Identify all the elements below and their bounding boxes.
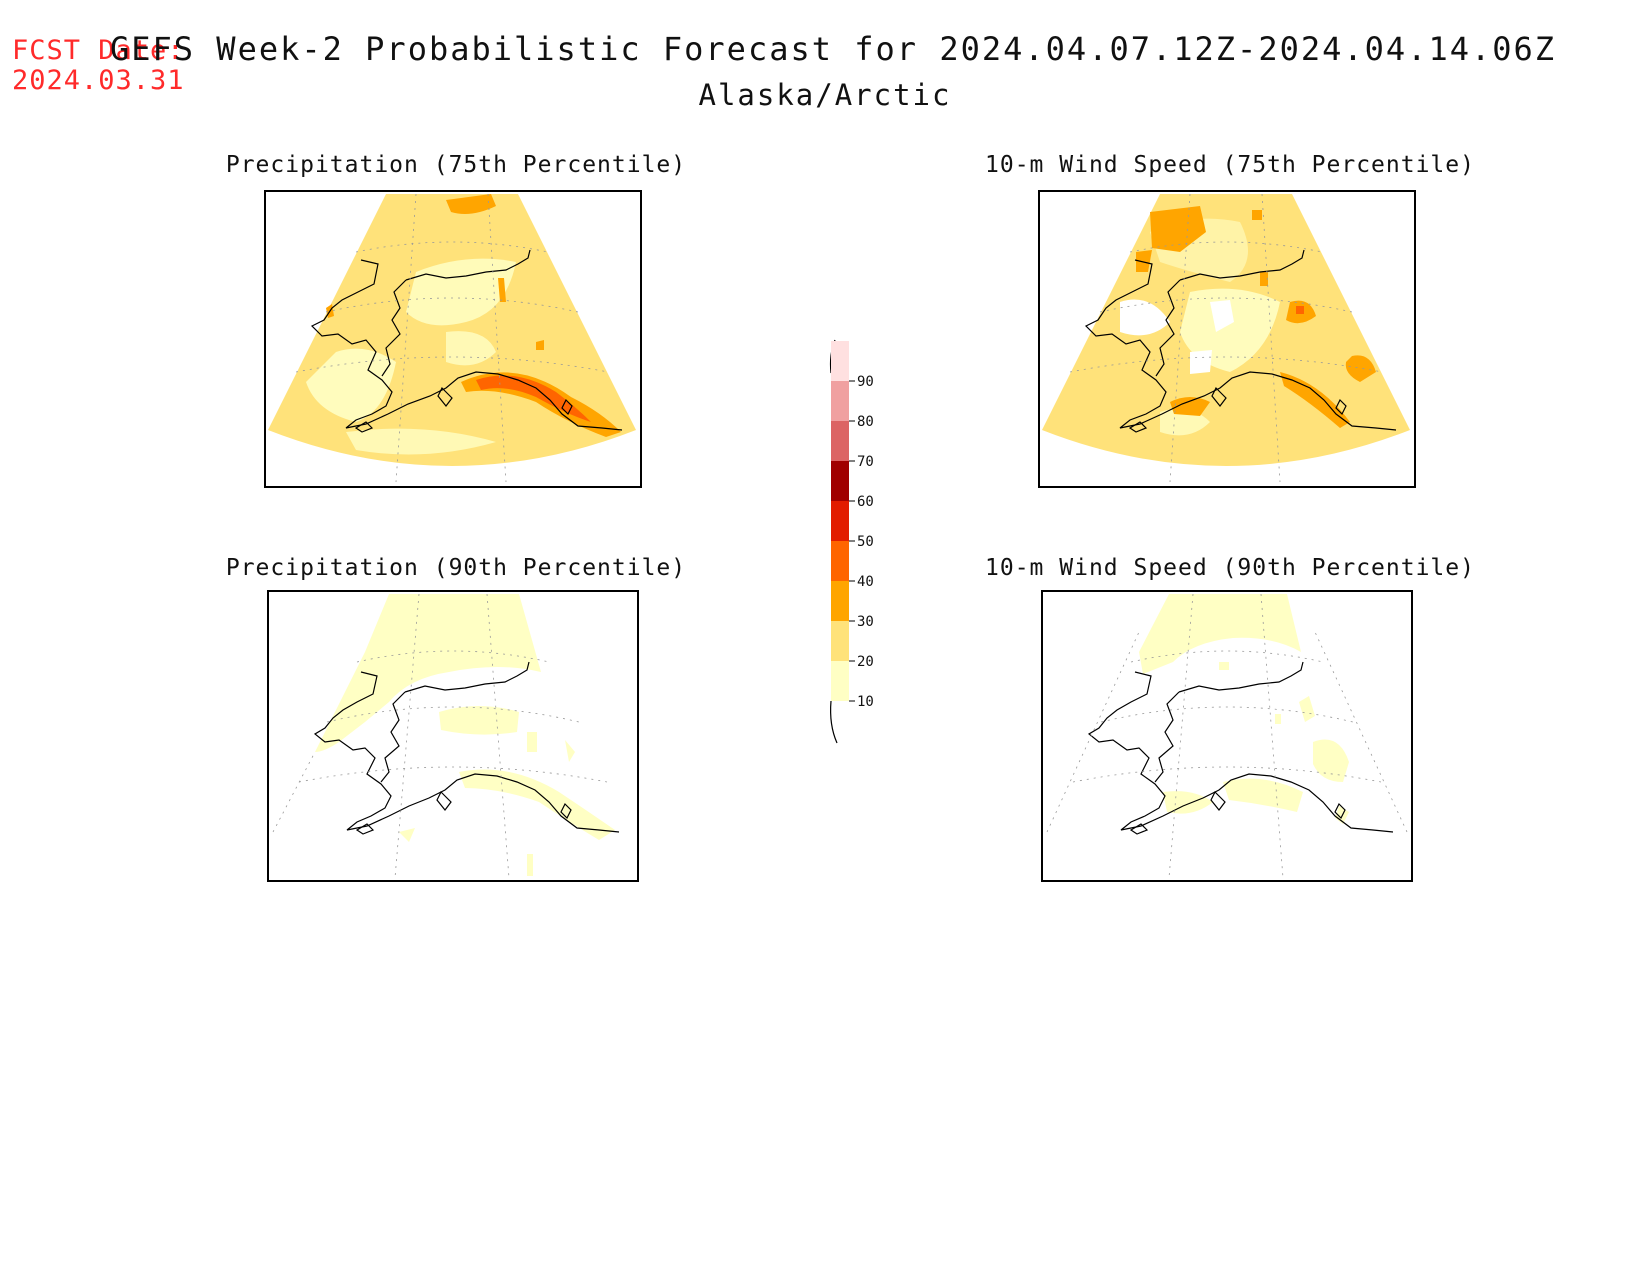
- map-wind-90: [1041, 590, 1413, 882]
- map-precip-75: [264, 190, 642, 488]
- colorbar-swatch-7: [831, 381, 849, 421]
- panel-title-precip-90: Precipitation (90th Percentile): [225, 555, 687, 581]
- colorbar-swatch-1: [831, 621, 849, 661]
- forecast-date-label: FCST Date:: [12, 35, 185, 66]
- colorbar-label-80: 80: [857, 414, 874, 430]
- map-precip-90: [267, 590, 639, 882]
- page-subtitle: Alaska/Arctic: [698, 78, 952, 112]
- colorbar-swatch-0: [831, 661, 849, 701]
- colorbar-swatch-6: [831, 421, 849, 461]
- colorbar-svg: 10 20 30 40 50 60 70 80 90: [829, 339, 874, 744]
- colorbar-swatch-4: [831, 501, 849, 541]
- colorbar-label-20: 20: [857, 654, 874, 670]
- colorbar-label-30: 30: [857, 614, 874, 630]
- colorbar-legend: 10 20 30 40 50 60 70 80 90: [815, 335, 895, 745]
- colorbar-swatch-3: [831, 541, 849, 581]
- colorbar-label-60: 60: [857, 494, 874, 510]
- forecast-date-block: FCST Date: 2024.03.31: [12, 36, 185, 96]
- colorbar-swatch-5: [831, 461, 849, 501]
- colorbar-label-40: 40: [857, 574, 874, 590]
- colorbar-label-10: 10: [857, 694, 874, 710]
- colorbar-label-50: 50: [857, 534, 874, 550]
- colorbar-swatch-8: [831, 341, 849, 381]
- panel-title-wind-90: 10-m Wind Speed (90th Percentile): [985, 555, 1475, 581]
- colorbar-bottom-cap: [830, 700, 838, 744]
- colorbar-label-70: 70: [857, 454, 874, 470]
- map-wind-75: [1038, 190, 1416, 488]
- panel-title-wind-75: 10-m Wind Speed (75th Percentile): [985, 152, 1475, 178]
- forecast-date-value: 2024.03.31: [12, 65, 185, 96]
- colorbar-swatch-2: [831, 581, 849, 621]
- page-title: GEFS Week-2 Probabilistic Forecast for 2…: [109, 30, 1557, 68]
- panel-title-precip-75: Precipitation (75th Percentile): [225, 152, 687, 178]
- colorbar-label-90: 90: [857, 374, 874, 390]
